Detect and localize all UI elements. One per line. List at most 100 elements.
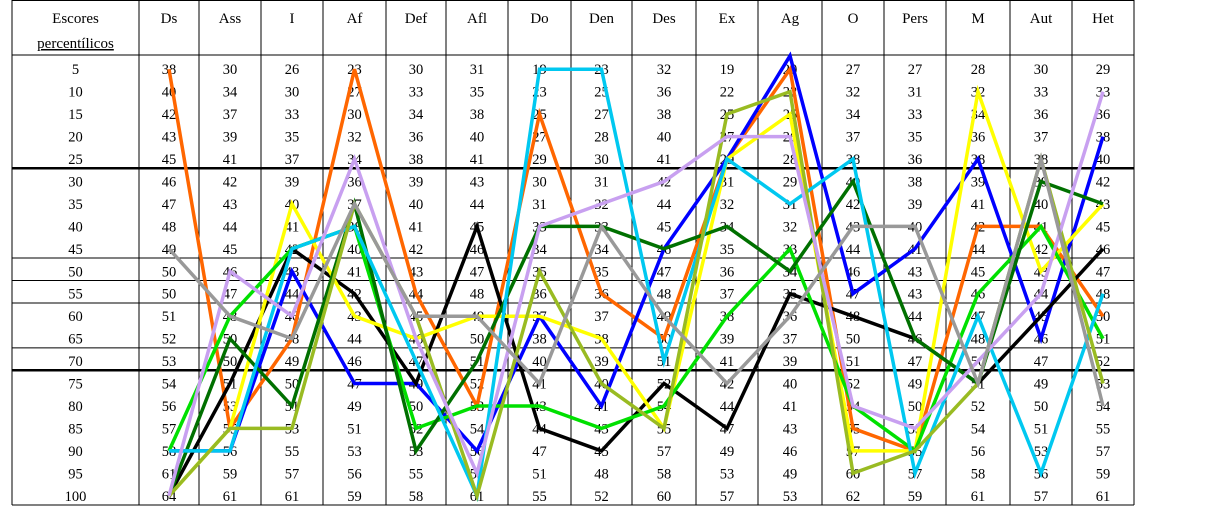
table-cell: 50 — [223, 354, 238, 370]
table-cell: 47 — [1034, 354, 1049, 370]
table-cell: 61 — [223, 489, 238, 505]
table-cell: 39 — [594, 354, 609, 370]
table-cell: 36 — [971, 130, 986, 146]
table-cell: 40 — [409, 197, 424, 213]
table-cell: 46 — [162, 174, 177, 190]
table-cell: 53 — [1034, 444, 1049, 460]
table-cell: 35 — [285, 130, 300, 146]
table-cell: 50 — [908, 399, 923, 415]
table-cell: 32 — [783, 219, 798, 235]
table-cell: 36 — [1034, 107, 1049, 123]
table-cell: 32 — [657, 62, 672, 78]
profile-line-9 — [167, 91, 1105, 497]
header-percentile-line2: percentílicos — [37, 36, 114, 52]
table-cell: 36 — [720, 264, 735, 280]
table-cell: 56 — [347, 466, 362, 482]
table-cell: 58 — [971, 466, 986, 482]
table-cell: 42 — [223, 174, 238, 190]
table-cell: 41 — [223, 152, 238, 168]
table-cell: 44 — [347, 332, 362, 348]
table-cell: 48 — [657, 287, 672, 303]
table-cell: 42 — [1034, 242, 1049, 258]
table-cell: 19 — [720, 62, 735, 78]
table-cell: 51 — [846, 354, 861, 370]
percentile-label: 10 — [68, 85, 83, 101]
table-cell: 49 — [347, 399, 362, 415]
profile-line-2 — [169, 51, 1105, 455]
table-cell: 27 — [908, 62, 923, 78]
table-cell: 61 — [1096, 489, 1111, 505]
table-cell: 36 — [657, 85, 672, 101]
profile-line-1 — [167, 64, 1105, 454]
table-cell: 43 — [908, 287, 923, 303]
column-header-ass: Ass — [219, 11, 242, 27]
table-cell: 37 — [720, 287, 735, 303]
table-cell: 30 — [285, 85, 300, 101]
column-header-pers: Pers — [902, 11, 928, 27]
column-header-ds: Ds — [161, 11, 178, 27]
table-cell: 43 — [783, 421, 798, 437]
table-cell: 30 — [223, 62, 238, 78]
table-cell: 37 — [594, 309, 609, 325]
table-cell: 44 — [971, 242, 986, 258]
table-cell: 52 — [162, 332, 177, 348]
percentile-label: 50 — [68, 264, 83, 280]
table-cell: 55 — [409, 466, 424, 482]
column-header-het: Het — [1092, 11, 1114, 27]
table-cell: 27 — [594, 107, 609, 123]
column-header-af: Af — [347, 11, 363, 27]
table-cell: 45 — [1096, 219, 1111, 235]
table-cell: 39 — [285, 174, 300, 190]
percentile-label: 30 — [68, 174, 83, 190]
table-cell: 62 — [846, 489, 861, 505]
table-cell: 57 — [1034, 489, 1049, 505]
table-cell: 44 — [720, 399, 735, 415]
percentile-label: 95 — [68, 466, 83, 482]
table-cell: 32 — [347, 130, 362, 146]
table-cell: 41 — [347, 264, 362, 280]
table-cell: 41 — [971, 197, 986, 213]
table-cell: 37 — [1034, 130, 1049, 146]
table-cell: 33 — [1034, 85, 1049, 101]
percentile-label: 25 — [68, 152, 83, 168]
column-header-do: Do — [530, 11, 548, 27]
table-cell: 48 — [470, 287, 485, 303]
table-cell: 45 — [971, 264, 986, 280]
table-cell: 30 — [409, 62, 424, 78]
profile-line-6 — [167, 177, 1104, 497]
table-cell: 38 — [908, 174, 923, 190]
table-cell: 50 — [846, 332, 861, 348]
table-cell: 55 — [1096, 421, 1111, 437]
table-cell: 42 — [1096, 174, 1111, 190]
table-cell: 31 — [908, 85, 923, 101]
table-cell: 50 — [162, 287, 177, 303]
table-cell: 58 — [409, 489, 424, 505]
table-cell: 37 — [223, 107, 238, 123]
table-cell: 42 — [409, 242, 424, 258]
table-cell: 44 — [846, 242, 861, 258]
table-cell: 41 — [409, 219, 424, 235]
table-header: Escores percentílicos Ds Ass I Af Def Afl Do Den D… — [37, 11, 1114, 52]
table-cell: 28 — [971, 62, 986, 78]
table-cell: 30 — [532, 174, 547, 190]
column-header-i: I — [290, 11, 295, 27]
table-cell: 53 — [162, 354, 177, 370]
profile-line-4 — [167, 84, 1105, 497]
table-cell: 59 — [1096, 466, 1111, 482]
table-cell: 42 — [846, 197, 861, 213]
table-cell: 31 — [594, 174, 609, 190]
profile-lines — [167, 51, 1105, 502]
table-cell: 54 — [971, 421, 986, 437]
table-cell: 39 — [908, 197, 923, 213]
table-cell: 59 — [347, 489, 362, 505]
table-cell: 37 — [285, 152, 300, 168]
percentile-label: 75 — [68, 377, 83, 393]
profile-line-8 — [167, 89, 1105, 502]
table-cell: 33 — [409, 85, 424, 101]
table-cell: 38 — [409, 152, 424, 168]
table-cell: 43 — [223, 197, 238, 213]
table-cell: 50 — [162, 264, 177, 280]
table-cell: 61 — [971, 489, 986, 505]
table-cell: 36 — [1096, 107, 1111, 123]
table-cell: 53 — [720, 466, 735, 482]
